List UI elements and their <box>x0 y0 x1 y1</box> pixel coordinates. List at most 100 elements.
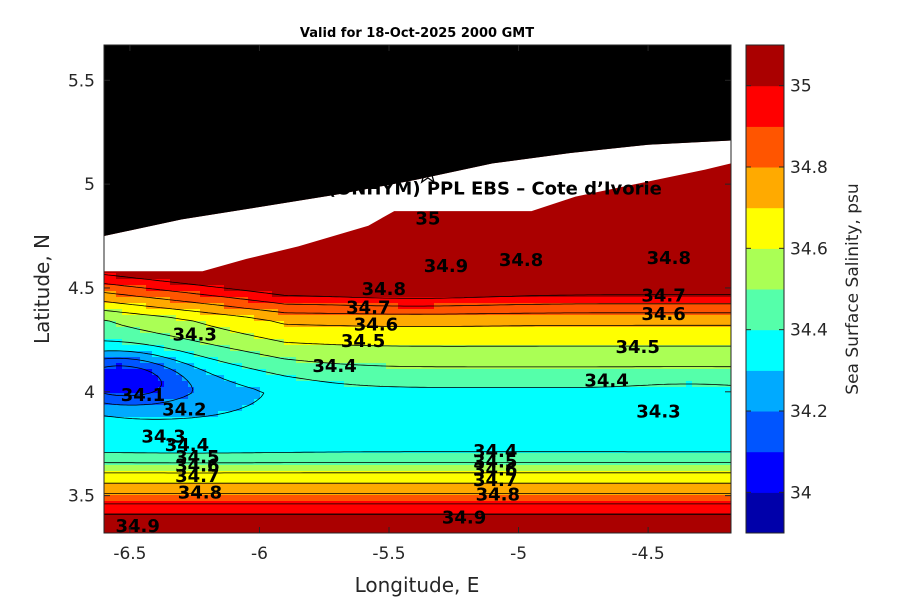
salinity-cell <box>230 429 237 436</box>
salinity-cell <box>158 357 165 364</box>
salinity-cell <box>326 249 333 256</box>
salinity-cell <box>230 459 237 466</box>
salinity-cell <box>368 513 375 520</box>
salinity-cell <box>266 285 273 292</box>
salinity-cell <box>320 255 327 262</box>
salinity-cell <box>416 495 423 502</box>
salinity-cell <box>452 381 459 388</box>
salinity-cell <box>428 225 435 232</box>
salinity-cell <box>122 453 129 460</box>
salinity-cell <box>290 285 297 292</box>
salinity-cell <box>302 447 309 454</box>
salinity-cell <box>164 321 171 328</box>
salinity-cell <box>434 357 441 364</box>
salinity-cell <box>272 369 279 376</box>
salinity-cell <box>272 327 279 334</box>
salinity-cell <box>296 297 303 304</box>
salinity-cell <box>440 261 447 268</box>
salinity-cell <box>440 255 447 262</box>
salinity-cell <box>434 507 441 514</box>
salinity-cell <box>368 285 375 292</box>
salinity-cell <box>404 393 411 400</box>
salinity-cell <box>452 297 459 304</box>
salinity-cell <box>188 435 195 442</box>
salinity-cell <box>140 273 147 280</box>
salinity-cell <box>290 423 297 430</box>
salinity-cell <box>260 441 267 448</box>
salinity-cell <box>452 513 459 520</box>
salinity-cell <box>356 399 363 406</box>
salinity-cell <box>386 423 393 430</box>
salinity-cell <box>434 285 441 292</box>
salinity-cell <box>440 465 447 472</box>
salinity-cell <box>302 423 309 430</box>
salinity-cell <box>248 399 255 406</box>
salinity-cell <box>344 279 351 286</box>
salinity-cell <box>260 381 267 388</box>
salinity-cell <box>200 459 207 466</box>
salinity-cell <box>158 321 165 328</box>
salinity-cell <box>170 369 177 376</box>
salinity-cell <box>212 321 219 328</box>
salinity-cell <box>170 351 177 358</box>
salinity-cell <box>230 465 237 472</box>
salinity-cell <box>392 405 399 412</box>
salinity-cell <box>272 285 279 292</box>
salinity-cell <box>374 531 381 533</box>
salinity-cell <box>212 435 219 442</box>
salinity-cell <box>218 309 225 316</box>
salinity-cell <box>428 237 435 244</box>
salinity-cell <box>350 513 357 520</box>
salinity-cell <box>248 441 255 448</box>
salinity-cell <box>134 405 141 412</box>
salinity-cell <box>428 507 435 514</box>
salinity-cell <box>110 369 117 376</box>
salinity-cell <box>440 339 447 346</box>
salinity-cell <box>386 255 393 262</box>
salinity-cell <box>260 531 267 533</box>
salinity-cell <box>404 519 411 526</box>
salinity-cell <box>290 369 297 376</box>
salinity-cell <box>140 465 147 472</box>
salinity-cell <box>158 513 165 520</box>
salinity-cell <box>362 285 369 292</box>
salinity-cell <box>344 507 351 514</box>
salinity-cell <box>278 357 285 364</box>
salinity-cell <box>212 471 219 478</box>
salinity-cell <box>398 441 405 448</box>
salinity-cell <box>386 285 393 292</box>
salinity-cell <box>380 465 387 472</box>
salinity-cell <box>332 489 339 496</box>
salinity-cell <box>302 363 309 370</box>
salinity-cell <box>368 405 375 412</box>
salinity-cell <box>212 333 219 340</box>
salinity-cell <box>356 315 363 322</box>
salinity-cell <box>188 531 195 533</box>
salinity-cell <box>212 315 219 322</box>
salinity-cell <box>206 327 213 334</box>
salinity-cell <box>416 465 423 472</box>
salinity-cell <box>122 435 129 442</box>
salinity-cell <box>128 273 135 280</box>
salinity-cell <box>320 525 327 532</box>
salinity-cell <box>446 291 453 298</box>
salinity-cell <box>254 423 261 430</box>
salinity-cell <box>176 477 183 484</box>
salinity-cell <box>284 357 291 364</box>
salinity-cell <box>242 477 249 484</box>
salinity-cell <box>326 339 333 346</box>
salinity-cell <box>434 399 441 406</box>
salinity-cell <box>128 321 135 328</box>
salinity-cell <box>152 375 159 382</box>
salinity-cell <box>392 495 399 502</box>
salinity-cell <box>356 453 363 460</box>
salinity-cell <box>458 381 465 388</box>
salinity-cell <box>116 441 123 448</box>
salinity-cell <box>428 321 435 328</box>
salinity-cell <box>458 231 465 238</box>
salinity-cell <box>416 351 423 358</box>
salinity-cell <box>230 327 237 334</box>
salinity-cell <box>404 405 411 412</box>
salinity-cell <box>338 429 345 436</box>
salinity-cell <box>266 381 273 388</box>
